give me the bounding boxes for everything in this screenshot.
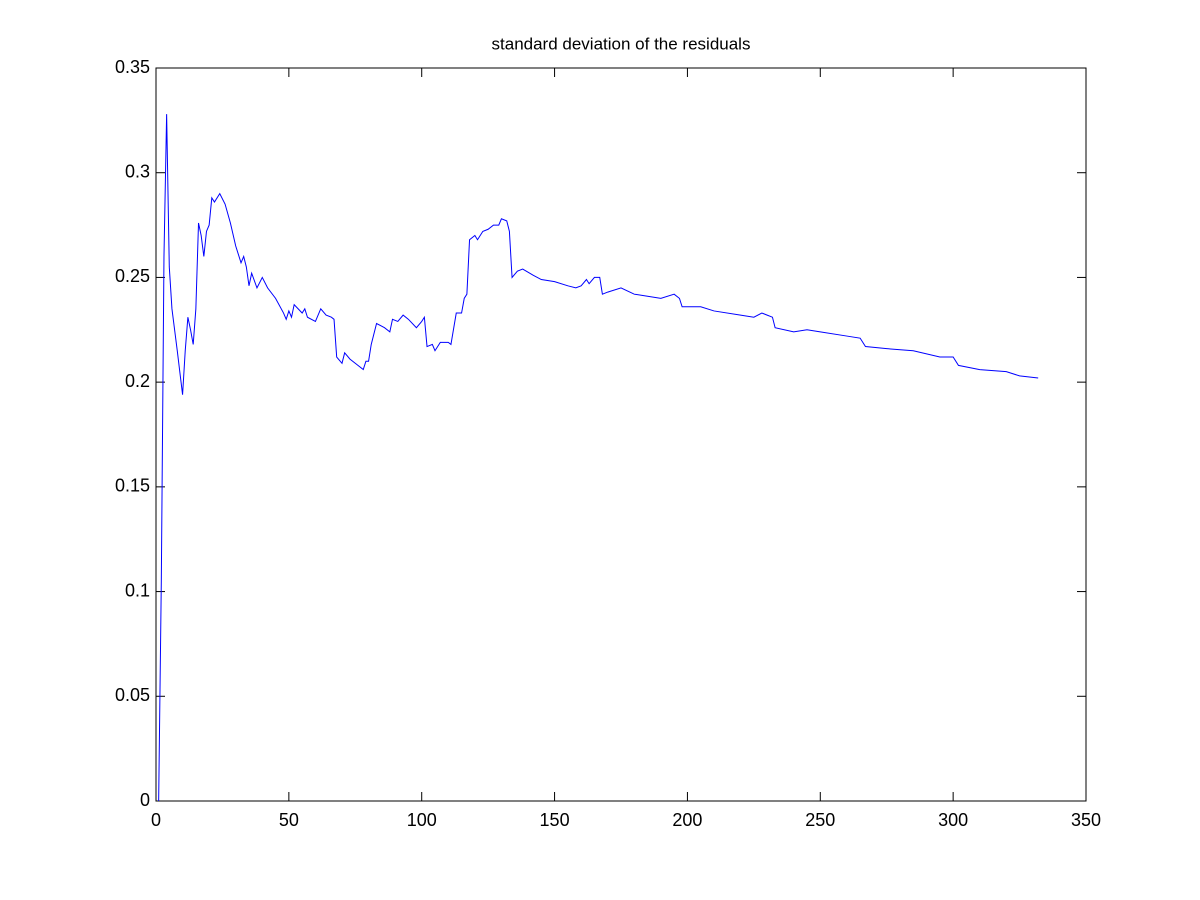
data-line xyxy=(158,114,1039,802)
y-tick-label: 0.05 xyxy=(115,685,150,705)
x-tick-label: 300 xyxy=(938,810,968,830)
x-tick-label: 250 xyxy=(805,810,835,830)
chart-title: standard deviation of the residuals xyxy=(492,34,751,53)
y-tick-label: 0.2 xyxy=(125,371,150,391)
y-tick-label: 0 xyxy=(140,790,150,810)
x-tick-label: 150 xyxy=(540,810,570,830)
y-tick-label: 0.35 xyxy=(115,57,150,77)
x-tick-label: 100 xyxy=(407,810,437,830)
x-tick-label: 0 xyxy=(151,810,161,830)
y-tick-label: 0.15 xyxy=(115,476,150,496)
x-tick-label: 50 xyxy=(279,810,299,830)
x-tick-label: 200 xyxy=(672,810,702,830)
y-tick-label: 0.3 xyxy=(125,161,150,181)
y-tick-label: 0.1 xyxy=(125,580,150,600)
y-tick-label: 0.25 xyxy=(115,266,150,286)
plot-frame xyxy=(155,67,1087,802)
x-tick-label: 350 xyxy=(1071,810,1101,830)
